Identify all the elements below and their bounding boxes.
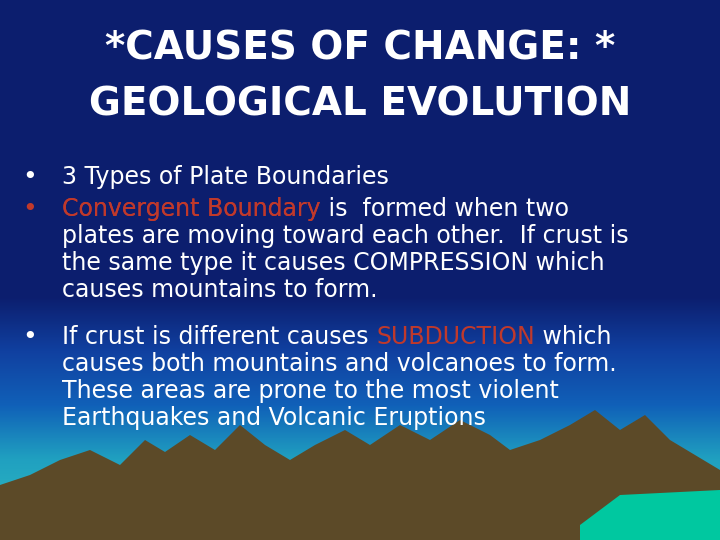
Text: Convergent Boundary: Convergent Boundary <box>62 197 320 221</box>
Text: •: • <box>22 165 37 189</box>
Text: •: • <box>22 197 37 221</box>
Polygon shape <box>0 410 720 540</box>
Polygon shape <box>580 490 720 540</box>
Bar <box>0 0 720 145</box>
Text: which: which <box>535 325 611 349</box>
Text: causes both mountains and volcanoes to form.: causes both mountains and volcanoes to f… <box>62 352 616 376</box>
Text: If crust is different causes: If crust is different causes <box>62 325 376 349</box>
Text: 3 Types of Plate Boundaries: 3 Types of Plate Boundaries <box>62 165 389 189</box>
Text: These areas are prone to the most violent: These areas are prone to the most violen… <box>62 379 559 403</box>
Text: Convergent Boundary: Convergent Boundary <box>62 197 320 221</box>
Text: GEOLOGICAL EVOLUTION: GEOLOGICAL EVOLUTION <box>89 86 631 124</box>
Text: causes mountains to form.: causes mountains to form. <box>62 278 377 302</box>
Text: Earthquakes and Volcanic Eruptions: Earthquakes and Volcanic Eruptions <box>62 406 486 430</box>
Text: plates are moving toward each other.  If crust is: plates are moving toward each other. If … <box>62 224 629 248</box>
Text: is  formed when two: is formed when two <box>320 197 569 221</box>
Text: •: • <box>22 325 37 349</box>
Text: the same type it causes COMPRESSION which: the same type it causes COMPRESSION whic… <box>62 251 605 275</box>
Text: *CAUSES OF CHANGE: *: *CAUSES OF CHANGE: * <box>105 29 615 67</box>
Text: SUBDUCTION: SUBDUCTION <box>376 325 535 349</box>
